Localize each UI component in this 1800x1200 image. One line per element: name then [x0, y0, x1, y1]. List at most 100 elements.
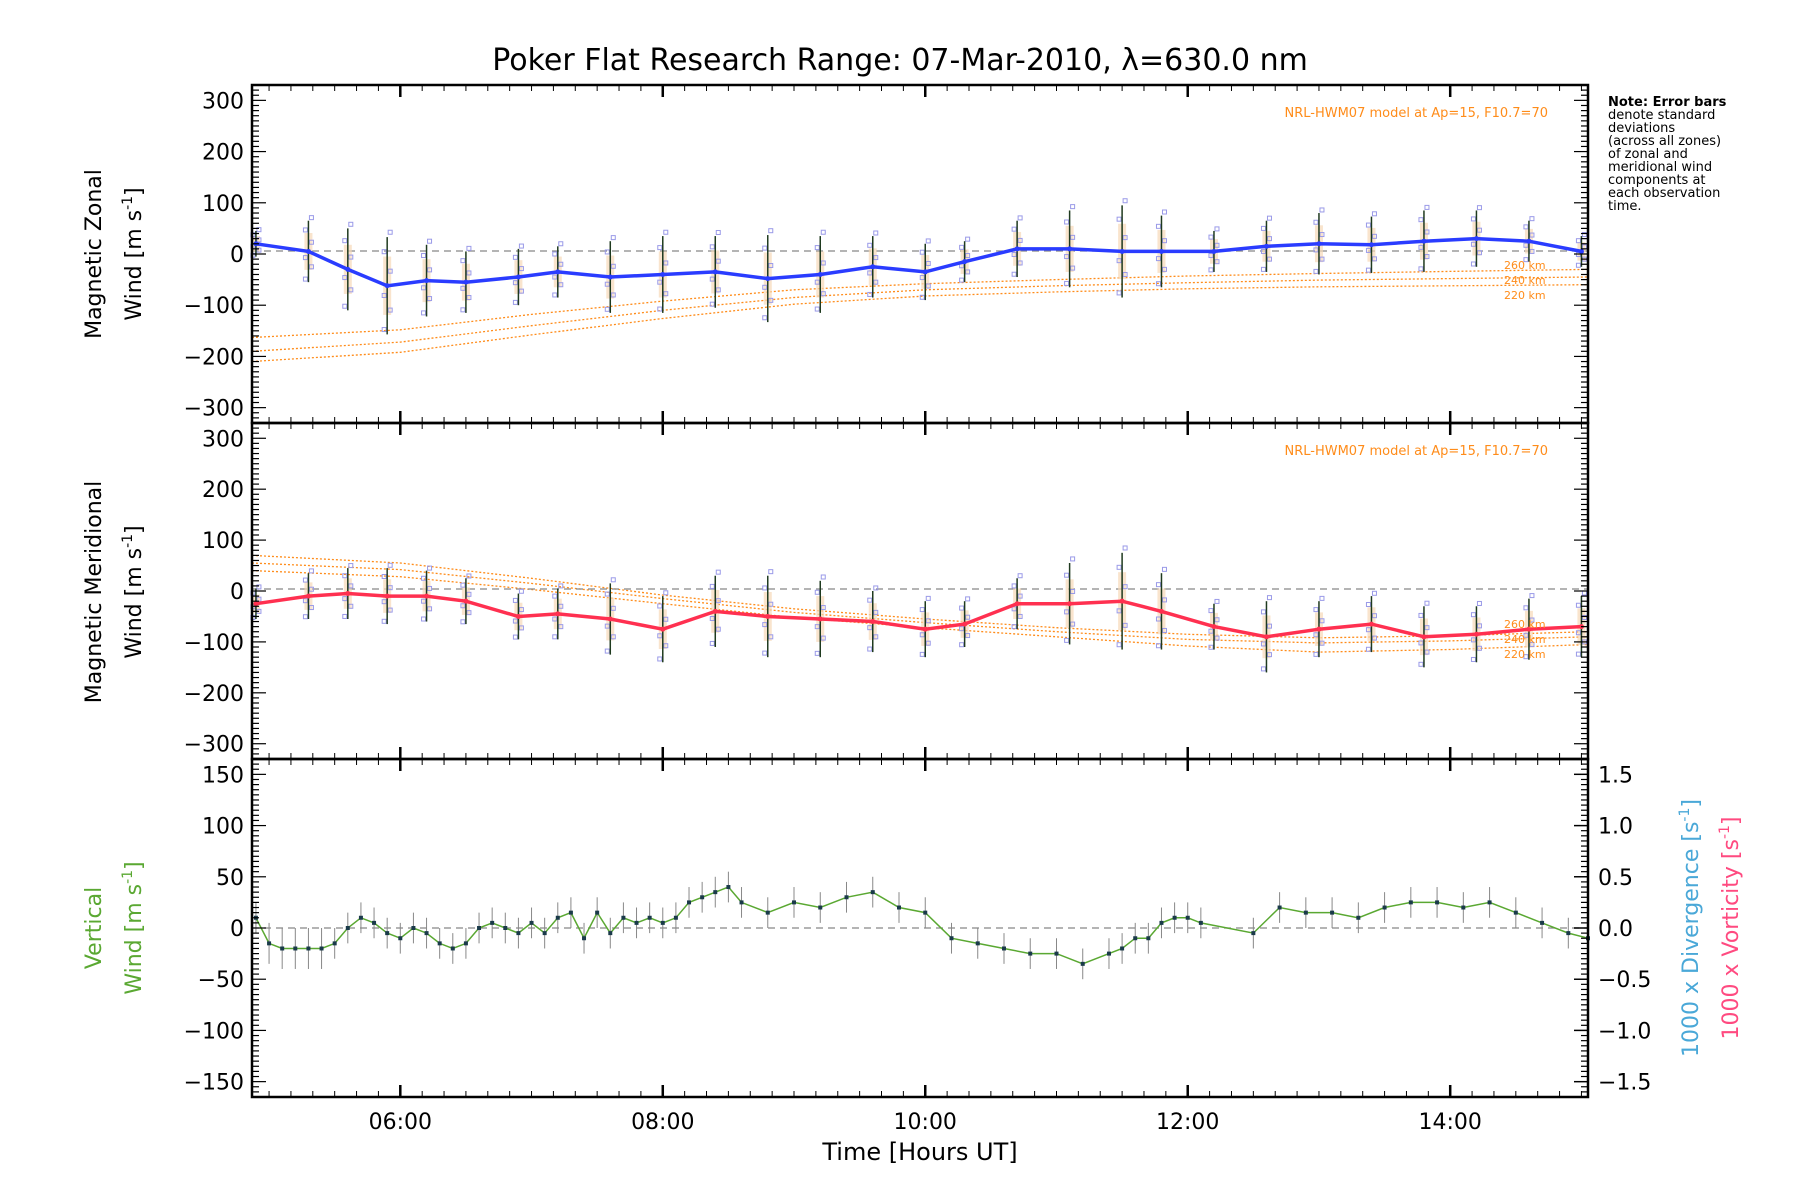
scatter-point — [1313, 219, 1319, 225]
scatter-point — [709, 583, 715, 589]
scatter-point — [1017, 260, 1023, 266]
meridional-frame — [250, 421, 1590, 761]
scatter-point — [1064, 609, 1070, 615]
data-point — [922, 269, 928, 275]
data-point — [817, 616, 823, 622]
scatter-point — [466, 295, 472, 301]
scatter-point — [768, 634, 774, 640]
y-tick-label: −100 — [184, 294, 244, 319]
vertical-frame — [250, 757, 1590, 1099]
scatter-point — [873, 255, 879, 261]
scatter-point — [959, 626, 965, 632]
scatter-point — [715, 598, 721, 604]
meridional-series — [250, 545, 1587, 673]
scatter-point — [308, 264, 314, 270]
data-point — [1120, 946, 1125, 951]
scatter-point — [1424, 204, 1430, 210]
scatter-point — [768, 601, 774, 607]
data-point — [1172, 915, 1177, 920]
data-point — [424, 278, 430, 284]
scatter-point — [1070, 265, 1076, 271]
scatter-point — [715, 626, 721, 632]
data-point — [660, 920, 665, 925]
scatter-point — [657, 633, 663, 639]
scatter-point — [256, 247, 262, 253]
scatter-point — [512, 597, 518, 603]
scatter-point — [925, 238, 931, 244]
divergence-axis-label: 1000 x Divergence [s-1] — [1677, 799, 1704, 1057]
scatter-point — [1319, 618, 1325, 624]
scatter-point — [1529, 232, 1535, 238]
scatter-point — [512, 254, 518, 260]
scatter-point — [1064, 637, 1070, 643]
scatter-point — [1064, 219, 1070, 225]
scatter-point — [308, 215, 314, 221]
scatter-point — [1523, 257, 1529, 263]
zonal-model-name-260: 260 km — [1504, 259, 1546, 272]
scatter-point — [1319, 232, 1325, 238]
scatter-point — [1529, 593, 1535, 599]
scatter-point — [1161, 627, 1167, 633]
scatter-point — [558, 583, 564, 589]
data-point — [306, 946, 311, 951]
scatter-point — [820, 229, 826, 235]
scatter-point — [348, 603, 354, 609]
scatter-point — [1476, 623, 1482, 629]
scatter-point — [1529, 641, 1535, 647]
scatter-point — [873, 634, 879, 640]
scatter-point — [715, 229, 721, 235]
note-line: denote standard — [1608, 108, 1716, 123]
data-point — [542, 931, 547, 936]
data-point — [1356, 915, 1361, 920]
data-point — [1263, 634, 1269, 640]
data-point — [411, 926, 416, 930]
data-point — [922, 626, 928, 632]
y-tick-label: −200 — [184, 345, 244, 370]
scatter-point — [1371, 256, 1377, 262]
scatter-point — [558, 241, 564, 247]
data-point — [673, 915, 678, 920]
scatter-point — [1529, 216, 1535, 222]
scatter-point — [1017, 237, 1023, 243]
data-point — [1461, 905, 1466, 910]
data-point — [463, 279, 469, 285]
scatter-point — [421, 310, 427, 316]
scatter-point — [302, 577, 308, 583]
data-point — [608, 931, 613, 936]
data-point — [1473, 631, 1479, 637]
scatter-point — [1260, 666, 1266, 672]
data-point — [1014, 601, 1020, 607]
x-tick-label: 06:00 — [369, 1110, 432, 1135]
y-tick-label: −300 — [184, 733, 244, 758]
data-point — [515, 274, 521, 280]
scatter-point — [604, 281, 610, 287]
scatter-point — [919, 632, 925, 638]
scatter-point — [1064, 254, 1070, 260]
scatter-point — [1070, 621, 1076, 627]
scatter-point — [1161, 597, 1167, 603]
scatter-point — [552, 616, 558, 622]
scatter-point — [715, 569, 721, 575]
scatter-point — [1122, 235, 1128, 241]
scatter-point — [1476, 250, 1482, 256]
data-point — [975, 941, 980, 946]
data-point — [817, 271, 823, 277]
scatter-point — [381, 573, 387, 579]
scatter-point — [657, 603, 663, 609]
data-point — [660, 271, 666, 277]
model-curve-260-km — [251, 554, 1589, 639]
scatter-point — [466, 573, 472, 579]
scatter-point — [348, 221, 354, 227]
data-point — [1198, 920, 1203, 925]
scatter-point — [1313, 268, 1319, 274]
zonal-wind-line — [255, 236, 1582, 288]
scatter-point — [427, 296, 433, 302]
scatter-point — [1208, 628, 1214, 634]
scatter-point — [1575, 238, 1581, 244]
scatter-point — [256, 584, 262, 590]
scatter-point — [1575, 602, 1581, 608]
scatter-point — [1155, 281, 1161, 287]
meridional-axis-ticks: −300 −200 −100 0 100 200 300 — [184, 422, 1588, 760]
scatter-point — [1116, 642, 1122, 648]
error-bar-note: Note: Error bars denote standard deviati… — [1608, 96, 1778, 213]
